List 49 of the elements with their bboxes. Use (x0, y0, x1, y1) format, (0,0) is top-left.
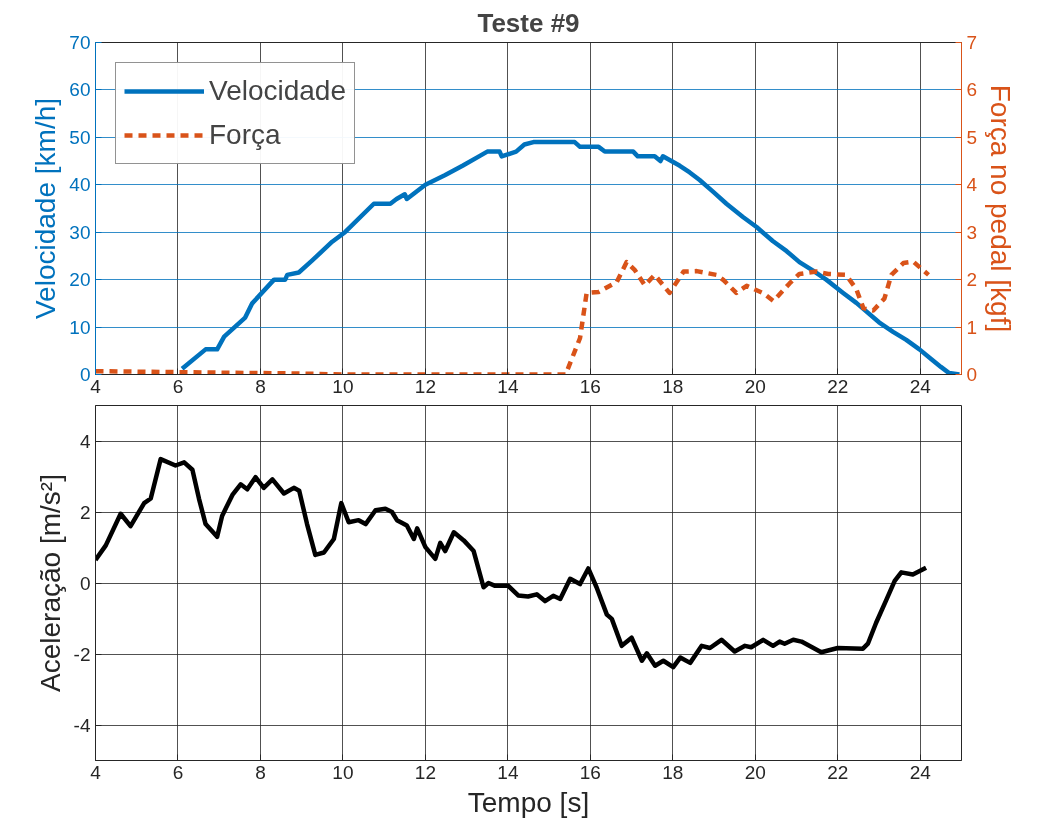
legend-label: Velocidade (209, 74, 347, 108)
y-tick-label: 0 (79, 572, 91, 594)
x-tick-label: 8 (255, 375, 266, 397)
x-tick-label: 20 (744, 761, 766, 783)
x-tick-label: 18 (662, 761, 684, 783)
x-tick-label: 10 (332, 761, 354, 783)
y-tick-label: 50 (69, 126, 91, 148)
y-tick-label: 40 (69, 174, 91, 196)
y-tick-label: -4 (73, 714, 91, 736)
x-tick-label: 22 (827, 375, 849, 397)
x-tick-label: 16 (579, 761, 601, 783)
y2-tick-label: 2 (966, 269, 978, 291)
x-tick-label: 24 (909, 761, 932, 783)
y-tick-label: 60 (69, 79, 91, 101)
x-tick-label: 6 (172, 761, 184, 783)
y2-tick-label: 0 (966, 364, 978, 385)
y-tick-label: -2 (73, 643, 91, 665)
x-tick-label: 14 (497, 375, 519, 397)
chart-title: Teste #9 (477, 7, 580, 38)
y2-tick-label: 7 (966, 32, 978, 53)
y2-tick-label: 3 (966, 221, 978, 243)
x-tick-label: 12 (414, 375, 436, 397)
y-axis-title: Velocidade [km/h] (30, 97, 62, 320)
y2-tick-label: 5 (966, 126, 978, 148)
y-tick-label: 4 (79, 430, 91, 452)
y-tick-label: 30 (69, 221, 91, 243)
y2-tick-label: 1 (966, 316, 978, 338)
y-tick-label: 20 (69, 269, 91, 291)
y2-tick-label: 6 (966, 79, 978, 101)
x-tick-label: 6 (172, 375, 184, 397)
x-tick-label: 18 (662, 375, 684, 397)
x-tick-label: 14 (497, 761, 519, 783)
x-tick-label: 8 (255, 761, 266, 783)
x-tick-label: 20 (744, 375, 766, 397)
y2-tick-label: 4 (966, 174, 978, 196)
y-axis-title: Aceleração [m/s²] (34, 474, 66, 692)
x-axis-title: Tempo [s] (467, 786, 590, 818)
line-series (95, 456, 929, 670)
x-tick-label: 10 (332, 375, 354, 397)
x-tick-label: 12 (414, 761, 436, 783)
x-tick-label: 22 (827, 761, 849, 783)
y-tick-label: 0 (79, 364, 91, 385)
y-tick-label: 70 (69, 32, 91, 53)
legend-label: Força (209, 118, 281, 152)
y2-axis-title: Força no pedal [kgf] (985, 84, 1017, 333)
y-tick-label: 10 (69, 316, 91, 338)
x-tick-label: 16 (579, 375, 601, 397)
x-tick-label: 24 (909, 375, 932, 397)
y-tick-label: 2 (79, 501, 91, 523)
